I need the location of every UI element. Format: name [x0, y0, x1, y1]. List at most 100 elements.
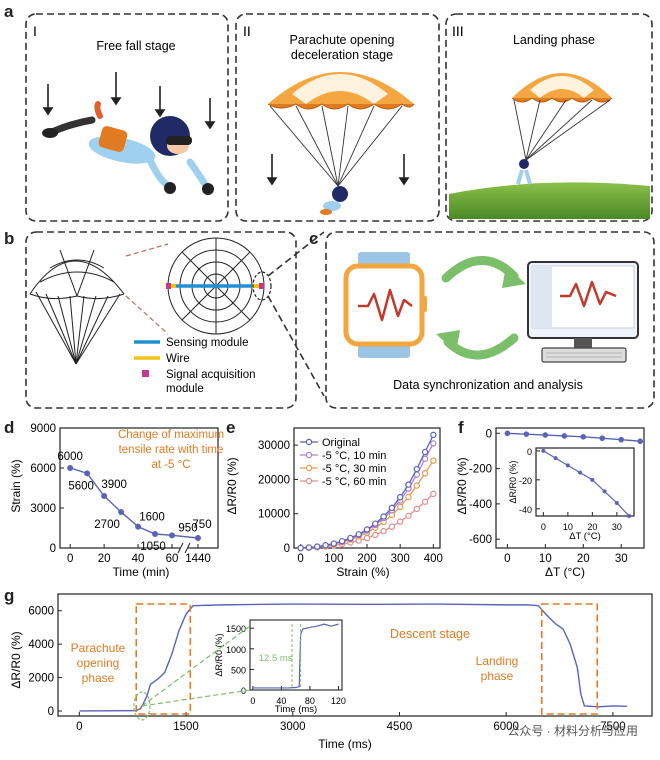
chart-f-inset-ytick-label: -20: [519, 476, 532, 486]
chart-d-point-label: 5600: [68, 480, 94, 492]
chart-f-xlabel: ΔT (°C): [545, 565, 585, 579]
chart-e-point: [363, 526, 371, 533]
chart-e-point: [430, 490, 437, 498]
stage-3-roman: III: [452, 23, 464, 39]
stage-1-roman: I: [33, 23, 37, 39]
panel-f-letter: f: [458, 418, 464, 437]
chart-f-inset-point: [602, 489, 607, 494]
chart-e-point: [338, 537, 346, 545]
free-fall-illustration: [42, 72, 216, 195]
landing-illustration: [449, 73, 650, 219]
chart-g-zoom-ellipse: [133, 691, 151, 721]
legend-sensing-module: Sensing module: [166, 337, 248, 349]
chart-d-xtick-label: 20: [98, 553, 111, 565]
chart-d-ytick-label: 6000: [30, 463, 56, 475]
chart-d-point: [67, 465, 74, 471]
chart-g-inset-ylabel: ΔR/R0 (%): [214, 633, 224, 676]
chart-g-ytick-label: 4000: [28, 639, 54, 651]
chart-g-landing-highlight-box: [540, 603, 599, 715]
chart-g-opening-highlight-box: [135, 603, 192, 715]
chart-f-ytick-label: -400: [469, 499, 492, 511]
chart-d-point-label: 950: [178, 522, 197, 534]
chart-d-ylabel: Strain (%): [9, 459, 23, 512]
chart-d-axis-break-mark: [177, 542, 184, 554]
panel-c-box: [325, 231, 655, 409]
chart-f: 0-200-400-6000 10 20 300-20-400 10 20 30ΔR/R0 …: [455, 427, 645, 579]
chart-f-inset-xtick-label: 10: [563, 522, 573, 532]
chart-e-point: [363, 534, 371, 542]
panel-b-box: [25, 231, 297, 409]
chart-g-xtick-label: 1500: [173, 721, 199, 733]
chart-e-xtick-label: 0: [297, 553, 303, 565]
chart-f-xtick-label: 0: [504, 553, 510, 565]
chart-f-inset-xtick-label: 30: [612, 522, 622, 532]
chart-g-xlabel: Time (ms): [318, 737, 372, 751]
chart-e-point: [388, 504, 396, 512]
zoom-line-bottom: [125, 295, 169, 335]
chart-f-frame: [495, 427, 645, 549]
chart-f-inset-xtick-label: 0: [541, 522, 546, 532]
chart-f-inset-frame: [535, 447, 635, 517]
chart-e-point: [305, 544, 313, 551]
chart-f-ytick-label: -200: [469, 464, 492, 476]
chart-e-ytick-label: 0: [284, 543, 290, 555]
chart-f-point: [542, 432, 549, 438]
chart-g-ytick-label: 0: [48, 706, 54, 718]
chart-g-inset-xlabel: Time (ms): [275, 704, 317, 715]
chart-e-legend-label: -5 °C, 30 min: [322, 463, 386, 475]
chart-e-point: [330, 540, 338, 547]
chart-g-descent-label: Descent stage: [390, 627, 470, 641]
chart-g-xtick-label: 4500: [387, 721, 413, 733]
legend-signal-acquisition-line2: module: [166, 383, 204, 395]
chart-f-inset-ytick-label: 0: [527, 447, 532, 457]
chart-f-xtick-label: 10: [539, 553, 552, 565]
chart-d-point-label: 1600: [139, 512, 165, 524]
chart-f-inset-point: [590, 477, 595, 482]
chart-f-inset-point: [553, 456, 558, 461]
chart-e-xtick-label: 100: [324, 553, 343, 565]
zoom-to-c-top: [267, 231, 325, 277]
chart-g-inset-duration-label: 12.5 ms: [259, 653, 293, 664]
chart-g-opening-line3: phase: [82, 671, 115, 685]
chart-f-inset-point: [627, 514, 632, 518]
chart-g-line: [79, 603, 628, 712]
chart-g-inset-xtick-label: 40: [276, 696, 286, 706]
chart-e-point: [421, 470, 429, 477]
chart-f-point: [561, 433, 568, 439]
chart-e-point: [430, 440, 437, 447]
panel-b-letter: b: [4, 229, 14, 248]
chart-d-point-label: 3900: [101, 479, 127, 491]
chart-f-xtick-label: 30: [615, 553, 628, 565]
computer-monitor-icon: [527, 261, 639, 363]
chart-d-frame: [59, 427, 219, 549]
chart-e-legend-label: -5 °C, 10 min: [322, 450, 386, 462]
chart-d: 0 3000 6000 9000 0 20 40 60 1440 6000 5600 3900 2700…: [9, 423, 224, 579]
panel-c-letter: c: [309, 229, 318, 248]
chart-g-frame: [57, 593, 653, 717]
chart-g-inset-ytick-label: 0: [241, 686, 246, 696]
chart-e-legend-marker: [305, 438, 313, 446]
chart-d-point: [195, 535, 201, 541]
chart-g-inset-ytick-label: 1500: [226, 624, 246, 634]
chart-d-annotation-line3: at -5 °C: [151, 459, 190, 471]
chart-g-inset-ytick-label: 1000: [226, 645, 246, 655]
chart-g-inset-frame: [249, 619, 343, 691]
chart-d-axis-break-mark: [184, 542, 191, 554]
chart-g-ytick-label: 2000: [28, 673, 54, 685]
chart-g-inset-line: [252, 623, 339, 689]
parachute-opening-illustration: [266, 72, 415, 215]
chart-e-ytick-label: 30000: [258, 440, 290, 452]
chart-d-ytick-label: 3000: [30, 503, 56, 515]
chart-e-point: [413, 465, 420, 473]
chart-e-point: [322, 542, 329, 549]
chart-g-inset-xtick-label: 80: [305, 696, 315, 706]
panel-e-letter: e: [226, 418, 235, 437]
stage-1-title: Free fall stage: [96, 39, 175, 53]
chart-d-xtick-label: 0: [67, 553, 73, 565]
chart-d-point: [169, 532, 175, 539]
zoom-to-c-bottom: [267, 295, 325, 397]
panel-c-caption: Data synchronization and analysis: [393, 378, 583, 392]
chart-f-point: [504, 430, 511, 437]
chart-f-xtick-label: 20: [577, 553, 590, 565]
